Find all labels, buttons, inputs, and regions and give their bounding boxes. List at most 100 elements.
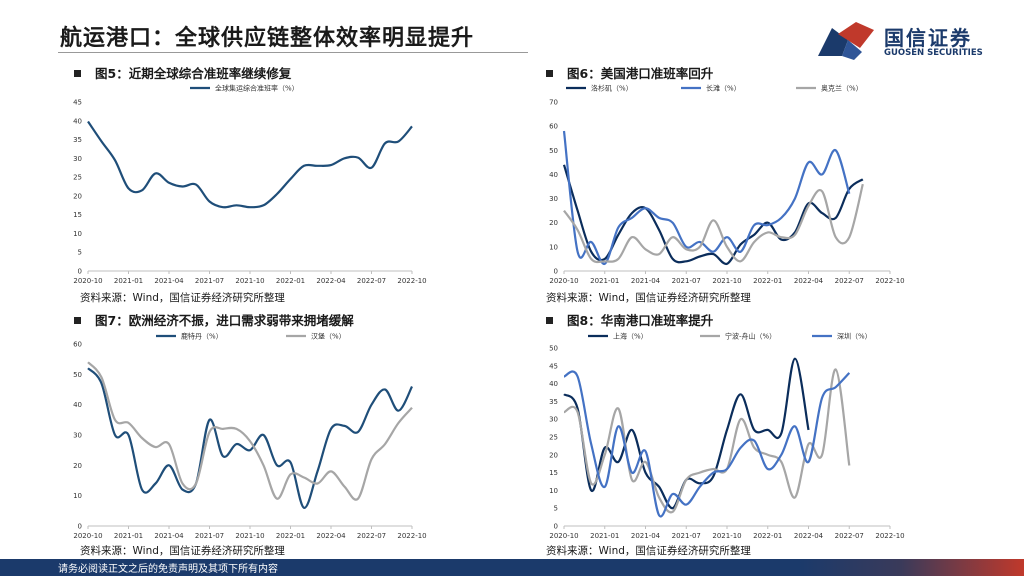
y-tick-label: 50 xyxy=(73,371,82,379)
y-tick-label: 40 xyxy=(73,117,82,125)
figure-5-title: 图5：近期全球综合准班率继续修复 xyxy=(74,63,291,82)
figure-6-title: 图6：美国港口准班率回升 xyxy=(546,63,713,82)
x-tick-label: 2022-04 xyxy=(794,532,824,540)
x-tick-label: 2022-01 xyxy=(753,532,782,540)
x-tick-label: 2022-07 xyxy=(835,532,864,540)
x-tick-label: 2021-07 xyxy=(672,277,701,285)
y-tick-label: 30 xyxy=(549,195,558,203)
y-tick-label: 60 xyxy=(549,123,558,131)
y-tick-label: 20 xyxy=(73,462,82,470)
x-tick-label: 2021-01 xyxy=(114,277,143,285)
y-tick-label: 35 xyxy=(73,136,82,144)
figure-8-title: 图8：华南港口准班率提升 xyxy=(546,310,713,329)
x-tick-label: 2022-07 xyxy=(357,277,386,285)
series-line-3 xyxy=(563,183,864,264)
x-tick-label: 2022-10 xyxy=(875,532,904,540)
x-tick-label: 2020-10 xyxy=(73,532,102,540)
x-tick-label: 2022-10 xyxy=(397,277,426,285)
x-tick-label: 2020-10 xyxy=(73,277,102,285)
y-tick-label: 10 xyxy=(73,230,82,238)
footer-disclaimer: 请务必阅读正文之后的免责声明及其项下所有内容 xyxy=(58,564,278,575)
y-tick-label: 70 xyxy=(549,99,558,107)
x-tick-label: 2022-10 xyxy=(875,277,904,285)
x-tick-label: 2022-04 xyxy=(316,532,346,540)
x-tick-label: 2021-10 xyxy=(712,277,741,285)
y-tick-label: 30 xyxy=(549,416,558,424)
x-tick-label: 2021-04 xyxy=(631,532,661,540)
x-tick-label: 2020-10 xyxy=(549,532,578,540)
chart-global-punctuality: 0 5 10 15 20 25 30 35 40 45 2020-10 2021-01 2021-04 2… xyxy=(73,84,427,286)
x-tick-label: 2021-01 xyxy=(114,532,143,540)
y-tick-label: 45 xyxy=(73,99,82,107)
y-tick-label: 40 xyxy=(73,401,82,409)
guosen-logo-icon xyxy=(818,22,874,60)
y-tick-label: 35 xyxy=(549,398,558,406)
chart-south-china-ports-punctuality: 0 5 10 15 20 25 30 35 40 45 50 2020-10 2021-01 2021-0… xyxy=(549,332,905,541)
y-tick-label: 25 xyxy=(73,174,82,182)
x-tick-label: 2021-07 xyxy=(672,532,701,540)
series-line-1 xyxy=(563,357,810,510)
x-tick-label: 2021-07 xyxy=(195,277,224,285)
series-line-3 xyxy=(563,370,851,518)
legend-label: 洛杉矶（%） xyxy=(591,84,633,93)
y-tick-label: 10 xyxy=(73,492,82,500)
x-tick-label: 2022-07 xyxy=(357,532,386,540)
page-title: 航运港口：全球供应链整体效率明显提升 xyxy=(60,26,475,51)
y-tick-label: 5 xyxy=(78,249,82,257)
y-tick-label: 5 xyxy=(554,505,558,513)
figure-5-source: 资料来源：Wind，国信证券经济研究所整理 xyxy=(80,292,285,304)
x-tick-label: 2022-04 xyxy=(794,277,824,285)
logo: 国信证券 GUOSEN SECURITIES xyxy=(812,18,1012,66)
y-tick-label: 15 xyxy=(73,211,82,219)
legend-label: 上海（%） xyxy=(613,332,648,341)
y-tick-label: 20 xyxy=(73,192,82,200)
title-divider xyxy=(58,52,528,53)
y-tick-label: 45 xyxy=(549,362,558,370)
x-tick-label: 2022-01 xyxy=(276,277,305,285)
x-tick-label: 2022-01 xyxy=(753,277,782,285)
logo-name-cn: 国信证券 xyxy=(884,26,972,50)
y-tick-label: 60 xyxy=(73,341,82,349)
y-tick-label: 0 xyxy=(78,268,82,276)
x-tick-label: 2020-10 xyxy=(549,277,578,285)
y-tick-label: 40 xyxy=(549,380,558,388)
figure-7-source: 资料来源：Wind，国信证券经济研究所整理 xyxy=(80,545,285,557)
legend-label: 宁波-舟山（%） xyxy=(725,332,776,341)
x-tick-label: 2022-04 xyxy=(316,277,346,285)
y-tick-label: 40 xyxy=(549,171,558,179)
x-tick-label: 2021-07 xyxy=(195,532,224,540)
series-line-2 xyxy=(563,368,851,514)
series-line-2 xyxy=(87,361,413,501)
x-tick-label: 2021-04 xyxy=(631,277,661,285)
y-tick-label: 20 xyxy=(549,219,558,227)
series-line-1 xyxy=(87,367,413,509)
y-tick-label: 10 xyxy=(549,243,558,251)
legend-label: 全球集运综合准班率（%） xyxy=(215,84,299,93)
y-tick-label: 30 xyxy=(73,432,82,440)
footer-bar: 请务必阅读正文之后的免责声明及其项下所有内容 xyxy=(0,559,1024,576)
figure-8-source: 资料来源：Wind，国信证券经济研究所整理 xyxy=(546,545,751,557)
y-tick-label: 25 xyxy=(549,434,558,442)
x-tick-label: 2021-10 xyxy=(235,532,264,540)
legend-label: 深圳（%） xyxy=(837,332,872,341)
x-tick-label: 2022-07 xyxy=(835,277,864,285)
y-tick-label: 10 xyxy=(549,487,558,495)
logo-name-en: GUOSEN SECURITIES xyxy=(884,48,983,58)
legend-label: 汉堡（%） xyxy=(311,332,346,341)
x-tick-label: 2021-10 xyxy=(712,532,741,540)
y-tick-label: 0 xyxy=(78,523,82,531)
x-tick-label: 2022-10 xyxy=(397,532,426,540)
x-tick-label: 2021-01 xyxy=(590,532,619,540)
legend-label: 长滩（%） xyxy=(706,84,741,93)
x-tick-label: 2022-01 xyxy=(276,532,305,540)
y-tick-label: 50 xyxy=(549,147,558,155)
figure-6-source: 资料来源：Wind，国信证券经济研究所整理 xyxy=(546,292,751,304)
y-tick-label: 15 xyxy=(549,469,558,477)
x-tick-label: 2021-04 xyxy=(154,532,184,540)
y-tick-label: 20 xyxy=(549,451,558,459)
series-line-1 xyxy=(87,120,413,209)
y-tick-label: 50 xyxy=(549,345,558,353)
y-tick-label: 30 xyxy=(73,155,82,163)
chart-us-ports-punctuality: 0 10 20 30 40 50 60 70 2020-10 2021-01 2021-04 2021… xyxy=(549,84,905,286)
legend-label: 鹿特丹（%） xyxy=(181,332,223,341)
